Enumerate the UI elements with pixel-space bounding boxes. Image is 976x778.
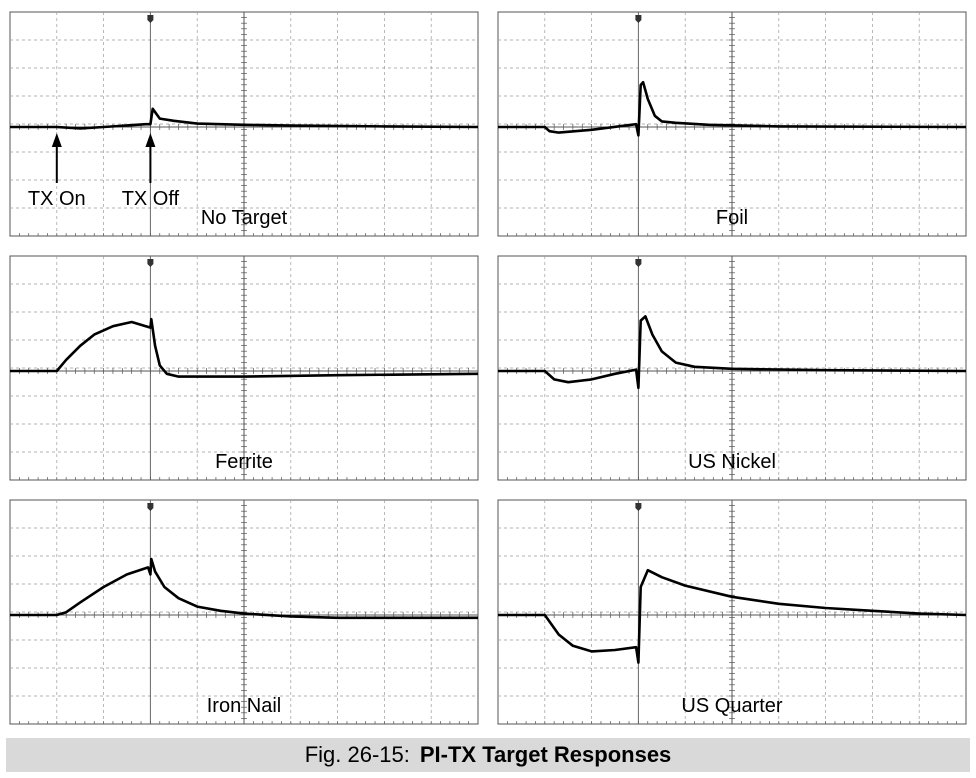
trigger-marker-icon: [147, 15, 154, 23]
panel-label: US Quarter: [681, 695, 782, 717]
scope-panel: Foil: [497, 11, 967, 237]
axis-ticks: [497, 255, 967, 481]
annotation-label: TX On: [28, 188, 86, 210]
trigger-marker-icon: [147, 503, 154, 511]
figure-title: PI-TX Target Responses: [419, 742, 672, 767]
panel-label: US Nickel: [688, 451, 776, 473]
annotation-label: TX Off: [122, 188, 180, 210]
signal-trace: [498, 315, 967, 390]
signal-trace: [10, 317, 479, 378]
figure-panels: No Target TX On TX Off Foil Ferrite US Nickel…: [9, 11, 967, 725]
panel-label: No Target: [201, 207, 288, 229]
scope-panel: No Target TX On TX Off: [9, 11, 479, 237]
signal-trace: [10, 107, 479, 130]
panel-label: Ferrite: [215, 451, 273, 473]
trigger-marker-icon: [635, 15, 642, 23]
arrow-head-icon: [51, 133, 62, 147]
signal-trace: [498, 568, 967, 664]
trigger-marker-icon: [635, 503, 642, 511]
panel-label: Foil: [716, 207, 748, 229]
figure-caption: Fig. 26-15: PI-TX Target Responses: [6, 738, 970, 772]
signal-trace: [498, 80, 967, 137]
scope-panel: Iron Nail: [9, 499, 479, 725]
axis-ticks: [497, 499, 967, 725]
arrow-head-icon: [145, 133, 156, 147]
trigger-marker-icon: [147, 259, 154, 267]
panel-label: Iron Nail: [207, 695, 281, 717]
scope-panel: Ferrite: [9, 255, 479, 481]
scope-panel: US Quarter: [497, 499, 967, 725]
signal-trace: [10, 557, 478, 620]
figure-number: Fig. 26-15:: [304, 742, 410, 767]
axis-ticks: [9, 255, 479, 481]
scope-panel: US Nickel: [497, 255, 967, 481]
trigger-marker-icon: [635, 259, 642, 267]
